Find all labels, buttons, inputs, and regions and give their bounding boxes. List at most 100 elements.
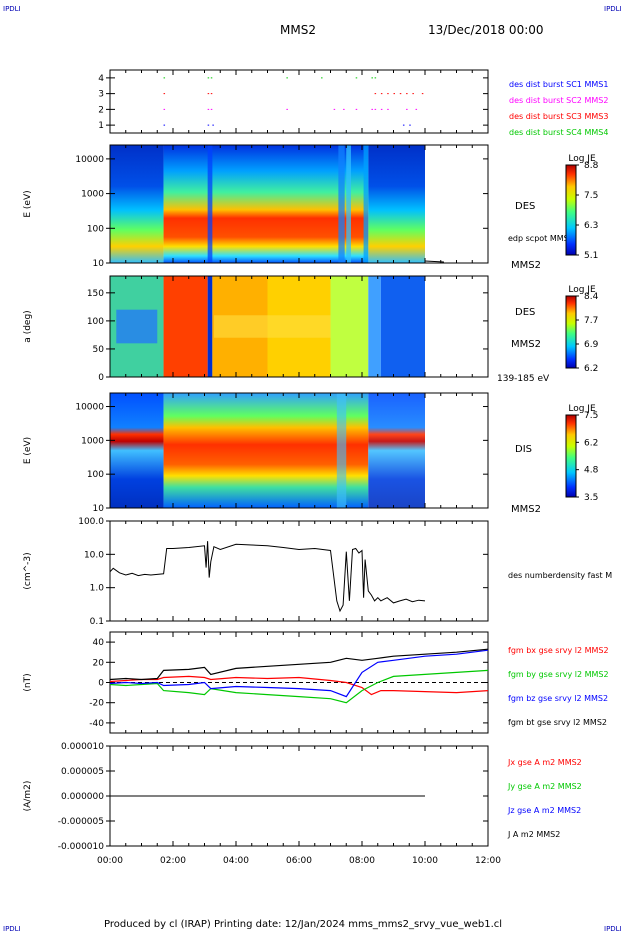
axis-label-y: a (deg) bbox=[23, 310, 33, 342]
burst-mark bbox=[380, 93, 383, 95]
panel-side-label: MMS2 bbox=[511, 260, 541, 271]
panel-side-label: DES bbox=[515, 307, 535, 318]
x-tick-label: 12:00 bbox=[475, 856, 501, 866]
y-tick-label: 20 bbox=[93, 658, 105, 668]
fgm-series bbox=[109, 649, 489, 698]
burst-mark bbox=[406, 93, 408, 95]
colorbar-tick-label: 7.7 bbox=[584, 316, 598, 326]
burst-mark bbox=[374, 93, 377, 95]
panel-fgm: -40 -20 0 20 40 bbox=[89, 631, 489, 734]
axis-label-y: E (eV) bbox=[23, 190, 33, 217]
colorbar-tick-label: 6.9 bbox=[584, 340, 599, 350]
corner-label-bottom-right: IPDLI bbox=[604, 925, 622, 933]
burst-mark bbox=[210, 77, 213, 79]
axis-label-y: E (eV) bbox=[23, 437, 33, 464]
y-tick-label: 10 bbox=[93, 504, 105, 514]
colorbar-tick-label: 3.5 bbox=[584, 493, 598, 503]
colorbar: Log JE8.4 7.7 6.9 6.2 bbox=[565, 285, 599, 374]
fgm-series bbox=[109, 675, 489, 696]
y-tick-label: 10000 bbox=[75, 155, 104, 165]
x-tick-label: 04:00 bbox=[223, 856, 249, 866]
corner-label-top-right: IPDLI bbox=[604, 5, 622, 13]
burst-mark bbox=[355, 77, 358, 79]
x-tick-label: 02:00 bbox=[160, 856, 186, 866]
y-tick-label: 0.000005 bbox=[61, 767, 104, 777]
colorbar-tick-label: 5.1 bbox=[584, 251, 598, 261]
burst-mark bbox=[371, 77, 373, 79]
panel-burst: 1 2 3 4 bbox=[98, 69, 489, 134]
burst-mark bbox=[163, 108, 166, 110]
panel-side-label: 139-185 eV bbox=[497, 374, 550, 384]
burst-mark bbox=[333, 108, 336, 110]
y-tick-label: 100 bbox=[87, 224, 104, 234]
panel-frame bbox=[109, 275, 489, 378]
y-tick-label: -0.000010 bbox=[58, 842, 104, 852]
axis-label-y: (nT) bbox=[23, 673, 33, 691]
axis-label-y: (A/m2) bbox=[23, 781, 33, 812]
burst-mark bbox=[210, 93, 213, 95]
y-tick-label: 0.1 bbox=[90, 617, 104, 627]
series-label: Jz gse A m2 MMS2 bbox=[507, 806, 581, 815]
series-label: Jx gse A m2 MMS2 bbox=[507, 758, 582, 767]
y-tick-label: -0.000005 bbox=[58, 817, 104, 827]
burst-mark bbox=[402, 124, 405, 126]
burst-mark bbox=[212, 124, 214, 126]
panel-des-energy: 10 100 1000 10000 bbox=[75, 144, 489, 269]
panel-frame bbox=[109, 144, 489, 264]
series-label: fgm by gse srvy l2 MMS2 bbox=[508, 670, 609, 679]
y-tick-label: 0.000000 bbox=[61, 792, 104, 802]
panel-side-label: edp scpot MMS2 bbox=[508, 234, 574, 243]
panel-frame bbox=[109, 520, 489, 622]
footer-credit: Produced by cl (IRAP) Printing date: 12/… bbox=[104, 919, 503, 930]
colorbar-title: Log JE bbox=[568, 285, 596, 295]
y-tick-label: 0 bbox=[98, 373, 104, 383]
burst-mark bbox=[163, 93, 166, 95]
y-tick-label: -20 bbox=[89, 699, 104, 709]
y-tick-label: 1 bbox=[98, 121, 104, 131]
colorbar-scale bbox=[565, 414, 577, 498]
x-tick-label: 06:00 bbox=[286, 856, 312, 866]
colorbar-scale bbox=[565, 164, 577, 256]
legend-entry: des dist burst SC1 MMS1 bbox=[509, 80, 608, 89]
burst-mark bbox=[409, 124, 411, 126]
burst-mark bbox=[406, 108, 408, 110]
burst-mark bbox=[163, 124, 166, 126]
y-tick-label: 150 bbox=[87, 289, 104, 299]
burst-mark bbox=[387, 93, 389, 95]
legend-entry: des dist burst SC4 MMS4 bbox=[509, 128, 608, 137]
burst-mark bbox=[374, 77, 377, 79]
colorbar-tick-label: 8.8 bbox=[584, 161, 599, 171]
burst-mark bbox=[421, 93, 424, 95]
spacecraft-title: MMS2 bbox=[280, 23, 316, 37]
panel-side-label: MMS2 bbox=[511, 339, 541, 350]
axis-label-y: (cm^-3) bbox=[23, 552, 33, 589]
panel-frame bbox=[109, 392, 489, 509]
y-tick-label: 50 bbox=[93, 345, 105, 355]
colorbar-tick-label: 4.8 bbox=[584, 466, 599, 476]
series-label: des numberdensity fast M bbox=[508, 571, 612, 580]
burst-mark bbox=[163, 77, 166, 79]
burst-mark bbox=[210, 108, 213, 110]
y-tick-label: 0 bbox=[98, 679, 104, 689]
y-tick-label: 10 bbox=[93, 259, 105, 269]
colorbar-tick-label: 6.2 bbox=[584, 438, 598, 448]
series-label: J A m2 MMS2 bbox=[507, 830, 560, 839]
colorbar-title: Log JE bbox=[568, 154, 596, 164]
burst-mark bbox=[393, 93, 395, 95]
colorbar: Log JE8.8 7.5 6.3 5.1 bbox=[565, 154, 599, 261]
series-label: fgm bz gse srvy l2 MMS2 bbox=[508, 694, 608, 703]
dis-energy-spectrogram bbox=[110, 393, 425, 508]
x-tick-label: 08:00 bbox=[349, 856, 375, 866]
burst-mark bbox=[343, 108, 345, 110]
burst-mark bbox=[412, 93, 414, 95]
y-tick-label: 100.0 bbox=[78, 517, 104, 527]
panel-current: -0.000010 -0.000005 0.000000 0.000005 0.0000… bbox=[58, 742, 489, 852]
y-tick-label: 0.000010 bbox=[61, 742, 104, 752]
burst-mark bbox=[374, 108, 377, 110]
panel-des-pitch: 0 50 100 150 bbox=[87, 275, 489, 383]
fgm-series bbox=[109, 648, 489, 681]
y-tick-label: 100 bbox=[87, 470, 104, 480]
colorbar-tick-label: 6.2 bbox=[584, 364, 598, 374]
